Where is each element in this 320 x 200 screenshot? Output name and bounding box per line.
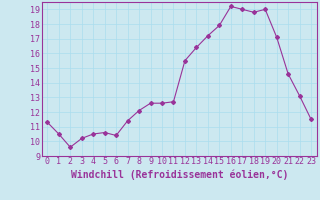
X-axis label: Windchill (Refroidissement éolien,°C): Windchill (Refroidissement éolien,°C) — [70, 169, 288, 180]
